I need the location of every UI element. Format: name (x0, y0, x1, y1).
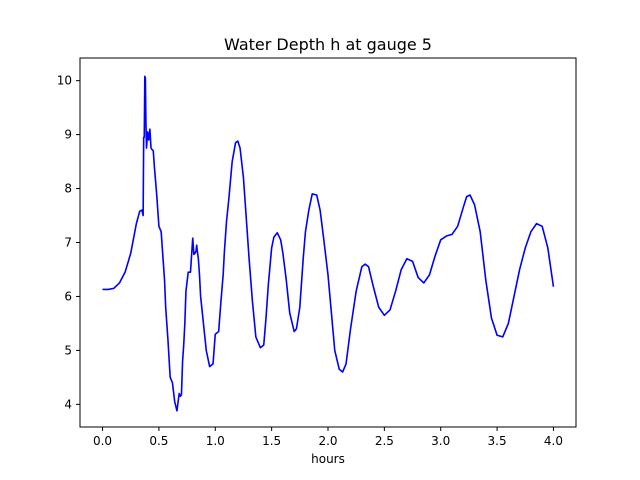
series-line (102, 75, 555, 412)
y-tick-label: 9 (64, 128, 72, 142)
x-tick-label: 2.5 (375, 434, 394, 448)
y-tick-label: 8 (64, 182, 72, 196)
y-tick-label: 7 (64, 236, 72, 250)
x-tick-label: 4.0 (544, 434, 563, 448)
x-tick-label: 2.0 (318, 434, 337, 448)
x-tick-label: 1.5 (262, 434, 281, 448)
x-tick-label: 0.0 (93, 434, 112, 448)
x-tick-label: 3.5 (488, 434, 507, 448)
x-tick-label: 1.0 (206, 434, 225, 448)
chart-title: Water Depth h at gauge 5 (224, 35, 432, 54)
y-tick-label: 10 (57, 74, 72, 88)
x-tick-label: 0.5 (149, 434, 168, 448)
y-tick-label: 5 (64, 343, 72, 357)
ticks-group: 0.0 0.5 1.0 1.5 2.0 2.5 3.0 3.5 4.0 4 5 6 7 8 9 10 (57, 74, 563, 448)
plot-frame (79, 57, 577, 428)
y-tick-label: 4 (64, 397, 72, 411)
x-axis-label: hours (311, 452, 345, 466)
x-tick-label: 3.0 (431, 434, 450, 448)
y-tick-label: 6 (64, 289, 72, 303)
series-group (102, 75, 555, 412)
